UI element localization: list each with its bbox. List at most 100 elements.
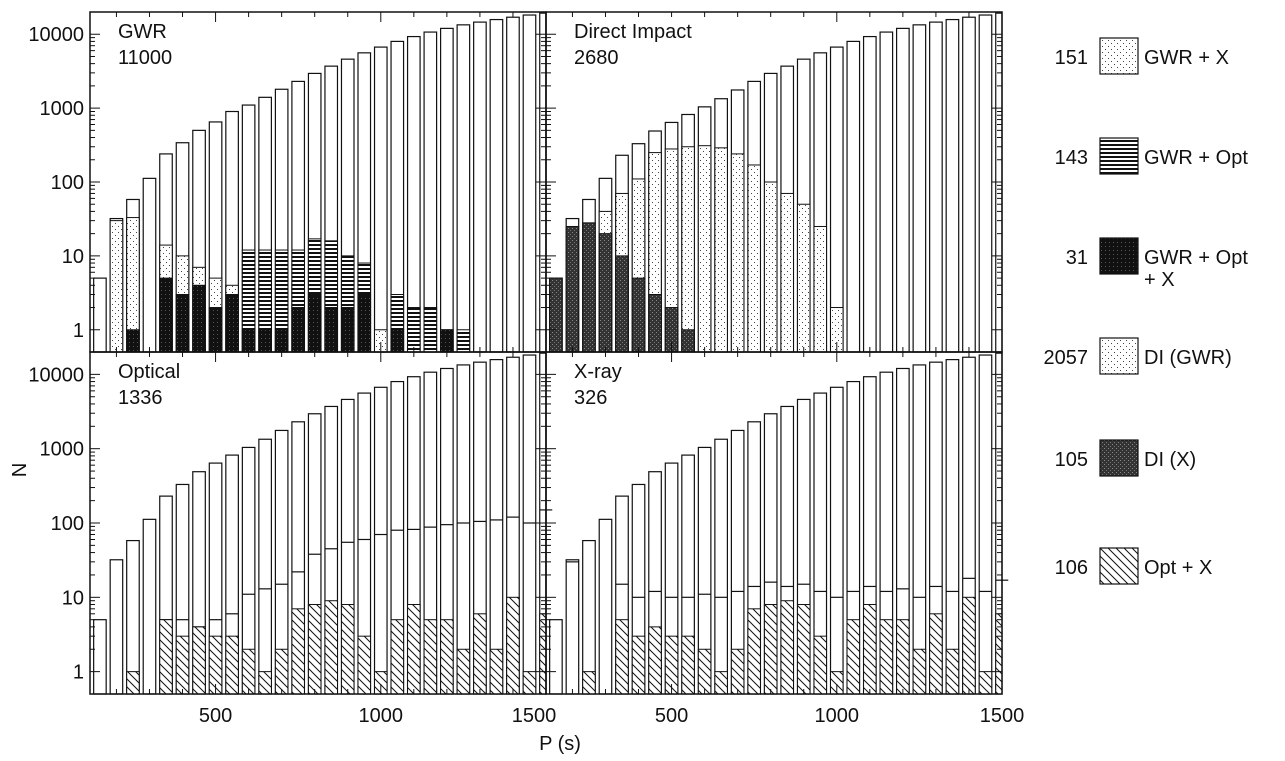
bar-subset-hatch <box>747 608 761 695</box>
bar-total <box>978 354 993 695</box>
bar-subset-sparse <box>714 147 728 353</box>
bar-total <box>945 359 960 695</box>
bar-subset-hatch <box>978 671 993 695</box>
bar-subset-hatch <box>896 619 910 695</box>
bar-subset-black <box>357 294 372 353</box>
y-tick-label: 1000 <box>40 439 85 461</box>
bar-subset-hlines <box>407 307 421 353</box>
y-tick-label: 1000 <box>40 98 85 120</box>
bar-subset-hatch <box>522 671 537 695</box>
bar-subset-hatch <box>539 613 547 695</box>
bar-subset-hatch <box>440 619 454 695</box>
bar-subset-black <box>307 294 322 353</box>
bar-subset-black <box>126 329 140 353</box>
bar-subset-hatch <box>291 608 305 695</box>
bar-total <box>829 46 844 353</box>
bar-total <box>489 18 504 353</box>
bar-subset-hatch <box>813 635 828 695</box>
bar-subset-hatch <box>615 619 629 695</box>
x-tick-label: 500 <box>199 705 232 727</box>
bar-subset-hatch <box>175 635 190 695</box>
legend-label: GWR + Opt <box>1144 147 1248 169</box>
panel-x-ray: 500 1000 1500 X-ray 326 <box>545 351 1025 727</box>
bar-total <box>489 359 504 695</box>
bar-total <box>598 518 613 695</box>
bar-subset-hatch <box>730 648 745 695</box>
legend-count: 151 <box>1055 47 1088 69</box>
bar-subset-black <box>225 294 239 353</box>
bar-subset-hatch <box>796 604 811 695</box>
legend-swatch <box>1099 237 1139 275</box>
y-tick-label: 10 <box>62 246 84 268</box>
bar-total <box>565 559 580 695</box>
bar-subset-sparse <box>681 146 695 353</box>
bar-subset-hatch <box>340 604 355 695</box>
bar-subset-hatch <box>945 648 960 695</box>
bar-total <box>423 31 438 353</box>
legend-count: 105 <box>1055 449 1088 471</box>
bar-total <box>142 177 157 353</box>
legend-swatch <box>1099 439 1139 477</box>
bar-subset-hatch <box>582 671 596 695</box>
bar-total <box>879 31 894 353</box>
bar-subset-hatch <box>192 626 206 695</box>
bar-total <box>456 24 471 353</box>
bar-subset-hatch <box>714 671 728 695</box>
bar-subset-hatch <box>631 635 646 695</box>
legend-swatch <box>1099 547 1139 585</box>
bar-subset-hatch <box>681 635 695 695</box>
bar-subset-dark <box>565 225 580 353</box>
bar-subset-dark <box>582 222 596 353</box>
y-tick-label: 10 <box>62 587 84 609</box>
bar-total <box>846 40 861 353</box>
bar-subset-sparse <box>813 225 828 353</box>
bar-total <box>126 539 140 695</box>
bar-subset-hatch <box>390 619 405 695</box>
x-tick-label: 500 <box>655 705 688 727</box>
legend-swatch <box>1099 37 1139 75</box>
bar-subset-hatch <box>407 604 421 695</box>
bar-subset-black <box>258 329 272 353</box>
panel-count: 326 <box>574 387 607 409</box>
bar-total <box>896 27 910 353</box>
bar-subset-black <box>175 294 190 353</box>
panel-label-bg <box>571 357 634 409</box>
bar-subset-hatch <box>506 596 520 695</box>
bar-subset-black <box>192 284 206 353</box>
bar-subset-dark <box>598 233 613 353</box>
bar-subset-dark <box>648 294 662 353</box>
bar-subset-hlines <box>423 307 438 353</box>
bar-subset-hlines <box>456 329 471 353</box>
bar-subset-hatch <box>648 626 662 695</box>
panel-title: Direct Impact <box>574 21 692 43</box>
bar-total <box>912 364 927 695</box>
y-tick-label: 10000 <box>28 24 84 46</box>
bar-subset-hatch <box>846 619 861 695</box>
legend-label: DI (GWR) <box>1144 347 1232 369</box>
panel-title: GWR <box>118 21 167 43</box>
bar-subset-black <box>390 329 405 353</box>
x-tick-label: 1000 <box>359 705 404 727</box>
bar-total <box>373 46 388 353</box>
y-tick-label: 1 <box>73 320 84 342</box>
bar-subset-sparse <box>697 145 712 353</box>
bar-total <box>549 619 563 695</box>
legend-swatch <box>1099 337 1139 375</box>
x-tick-label: 1500 <box>512 705 557 727</box>
x-tick-label: 1500 <box>980 705 1025 727</box>
x-axis-label: P (s) <box>539 733 581 755</box>
bar-subset-hatch <box>126 671 140 695</box>
bar-subset-hatch <box>258 671 272 695</box>
bar-total <box>829 386 844 695</box>
bar-subset-hatch <box>225 635 239 695</box>
bar-subset-hatch <box>241 648 256 695</box>
bar-total <box>406 35 421 353</box>
panel-count: 2680 <box>574 47 619 69</box>
legend-count: 2057 <box>1044 347 1089 369</box>
panel-title: Optical <box>118 361 180 383</box>
panel-label-bg <box>115 17 156 69</box>
bar-subset-dark <box>549 277 563 353</box>
bar-total <box>962 16 976 353</box>
bar-subset-sparse <box>780 192 794 353</box>
